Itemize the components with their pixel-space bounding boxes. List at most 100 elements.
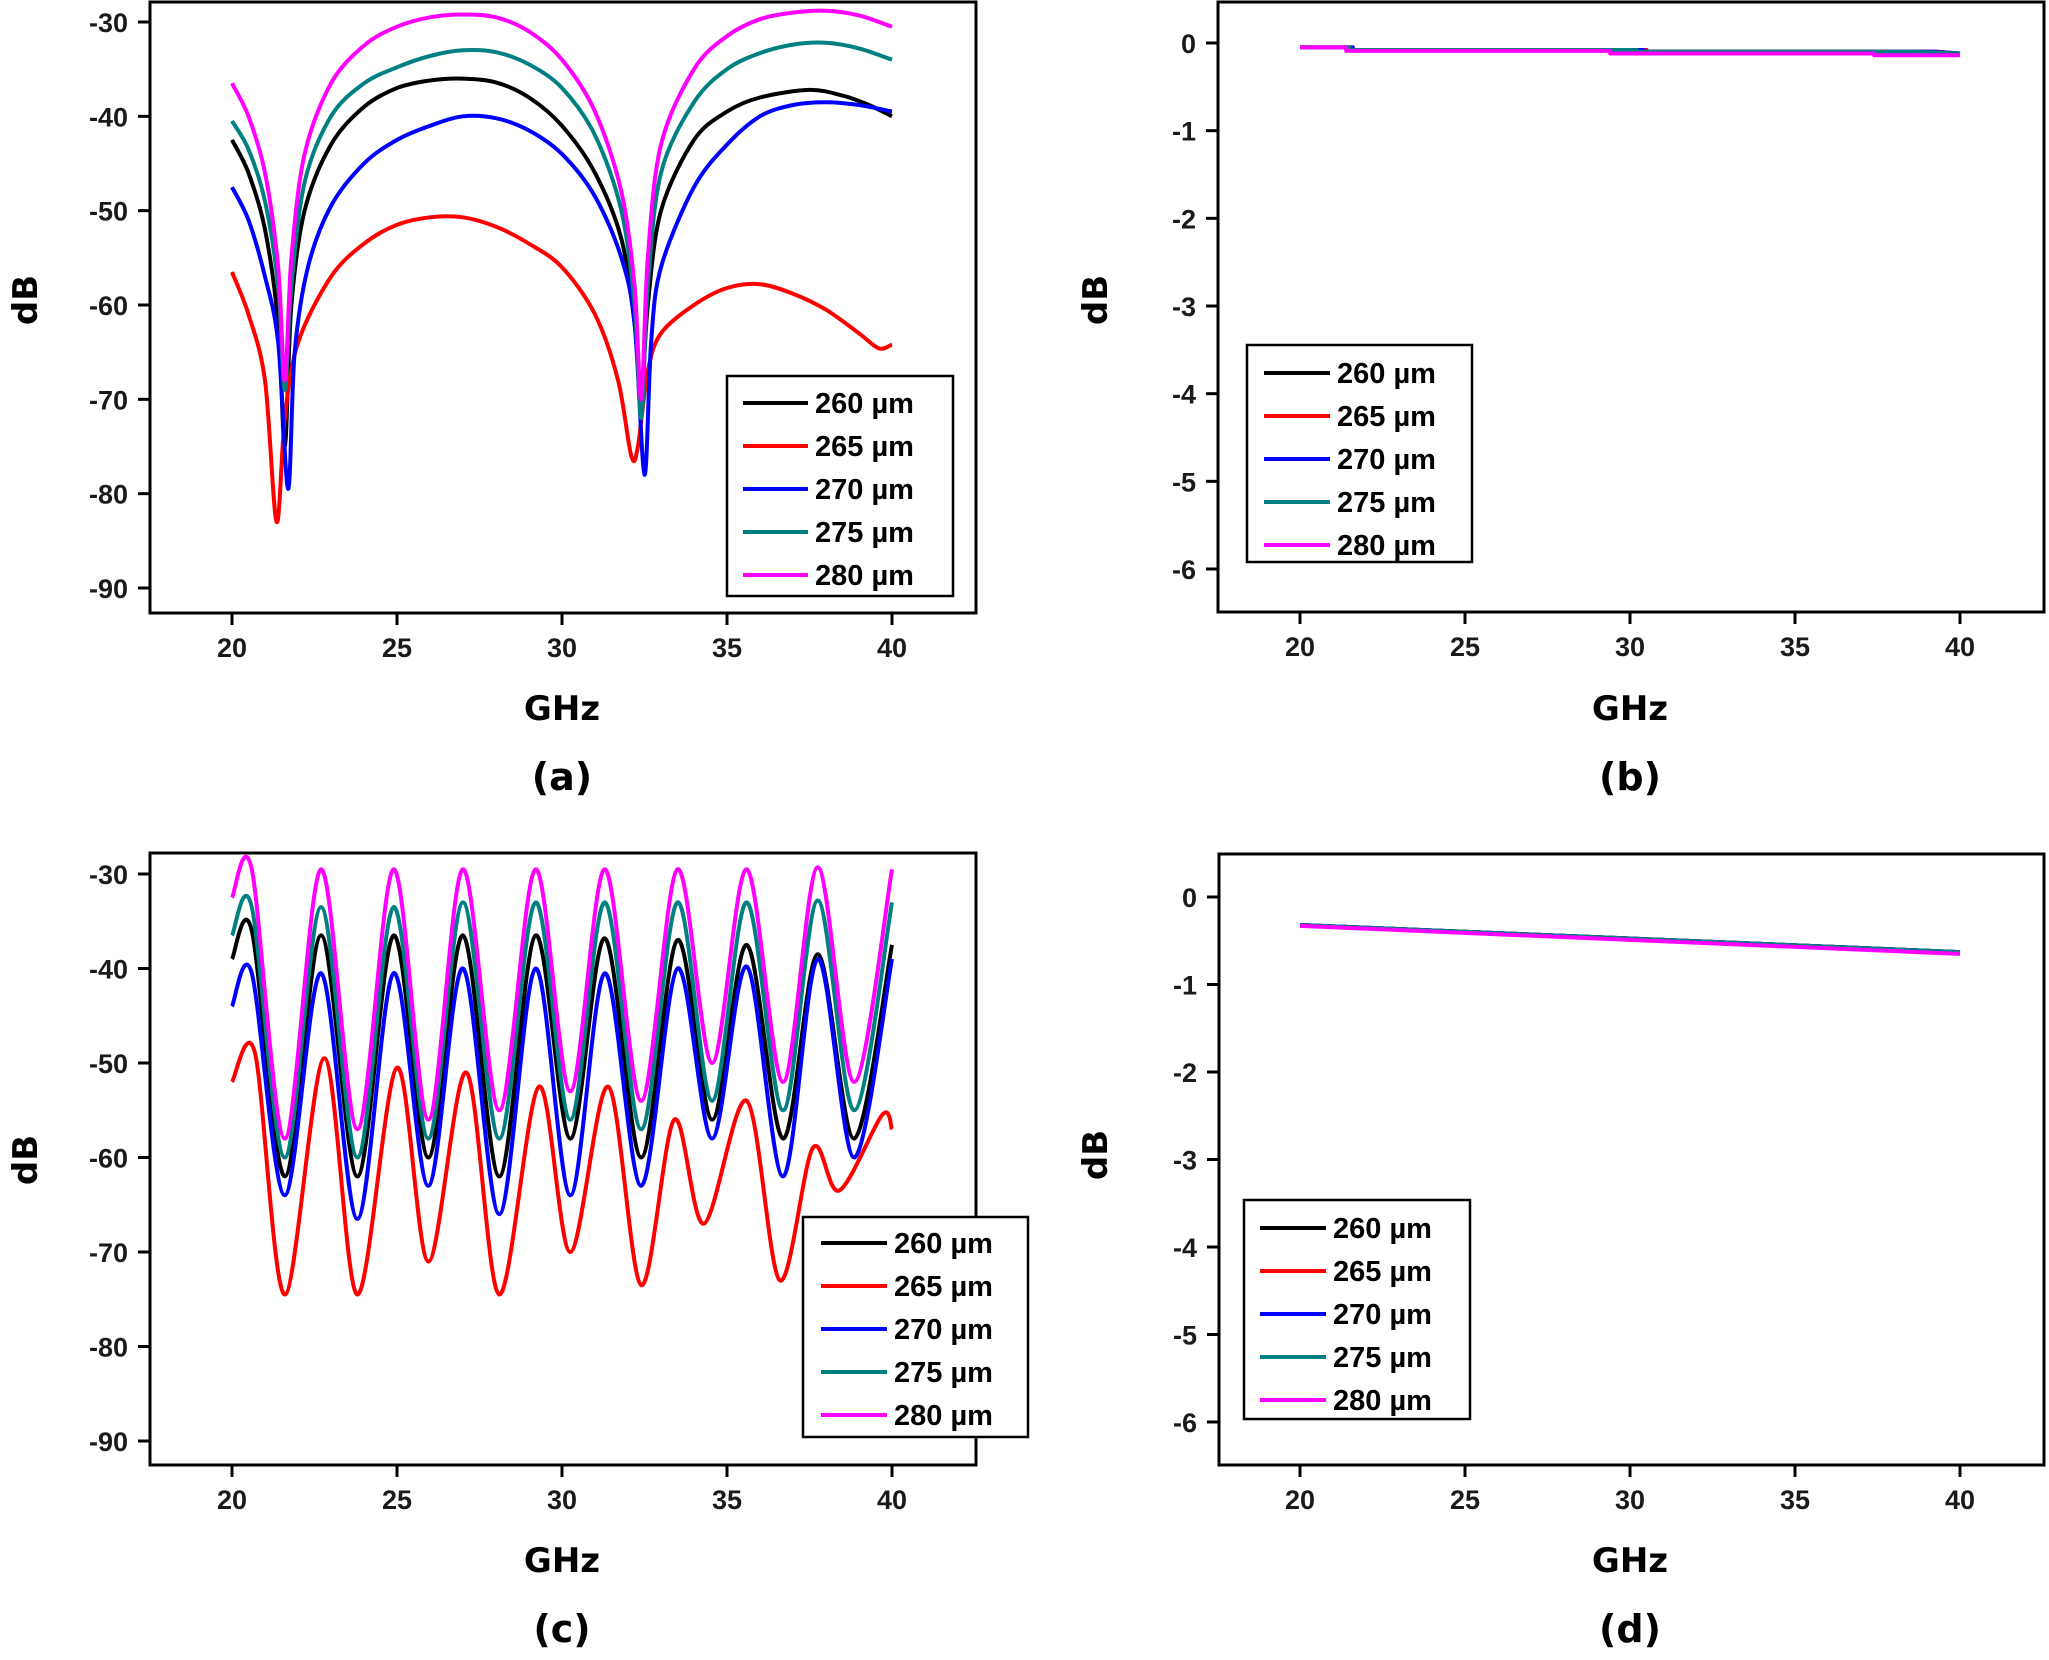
legend-label: 270 µm [894, 1314, 993, 1346]
x-tick-label: 25 [382, 1485, 412, 1515]
panel-d-chart: 20 25 30 35 40 0 -1 -2 -3 -4 -5 -6 GHz dB (d) 260 µm 265… [1076, 852, 2046, 1651]
legend-label: 260 µm [1333, 1213, 1432, 1245]
y-tick-label: -2 [1173, 1058, 1197, 1088]
y-tick-label: -5 [1173, 1321, 1197, 1351]
series-line-275um [1300, 45, 1961, 56]
y-tick-label: -50 [89, 1049, 128, 1079]
x-tick-label: 25 [382, 633, 412, 663]
series-line-280um [230, 855, 894, 1141]
x-axis-title: GHz [524, 1541, 600, 1581]
legend-box [1245, 343, 1474, 564]
y-tick-label: -90 [89, 574, 128, 604]
y-tick-label: -60 [89, 291, 128, 321]
x-tick-label: 40 [1945, 1485, 1975, 1515]
y-tick-label: -90 [89, 1427, 128, 1457]
x-tick-label: 30 [1615, 632, 1645, 662]
panel-b-chart: 20 25 30 35 40 0 -1 -2 -3 -4 -5 -6 GHz dB (b) 260 µm 265… [1076, 0, 2046, 799]
y-tick-label: -40 [89, 102, 128, 132]
series-line-280um [1300, 45, 1960, 58]
y-tick-label: -2 [1172, 204, 1196, 234]
series-group [230, 8, 893, 525]
series-group [1299, 923, 1961, 956]
legend: 260 µm 265 µm 270 µm 275 µm 280 µm [725, 374, 955, 598]
y-tick-label: 0 [1182, 883, 1197, 913]
x-tick-label: 25 [1450, 1485, 1480, 1515]
series-line-275um [230, 894, 894, 1160]
legend-box [1242, 1198, 1472, 1421]
legend-label: 275 µm [815, 517, 914, 549]
y-axis-title: dB [1076, 275, 1116, 325]
legend-label: 275 µm [1337, 487, 1436, 519]
y-axis-title: dB [6, 275, 46, 325]
y-tick-label: 0 [1181, 29, 1196, 59]
y-tick-label: -4 [1173, 1233, 1197, 1263]
x-tick-label: 35 [712, 1485, 742, 1515]
legend-label: 275 µm [894, 1357, 993, 1389]
legend-label: 275 µm [1333, 1342, 1432, 1374]
legend-label: 280 µm [815, 560, 914, 592]
x-tick-label: 20 [1285, 632, 1315, 662]
legend-label: 280 µm [894, 1400, 993, 1432]
x-axis-title: GHz [1592, 1541, 1668, 1581]
x-tick-label: 25 [1450, 632, 1480, 662]
legend-label: 280 µm [1333, 1385, 1432, 1417]
y-axis-title: dB [6, 1135, 46, 1185]
y-tick-label: -1 [1172, 117, 1196, 147]
y-tick-label: -80 [89, 1333, 128, 1363]
panel-label: (d) [1599, 1607, 1661, 1651]
x-axis-title: GHz [1592, 689, 1668, 729]
series-line-280um [1299, 923, 1961, 956]
x-tick-label: 40 [877, 633, 907, 663]
x-tick-label: 30 [1615, 1485, 1645, 1515]
x-tick-label: 30 [547, 633, 577, 663]
x-tick-label: 40 [1945, 632, 1975, 662]
legend-label: 280 µm [1337, 530, 1436, 562]
series-line-270um [230, 956, 894, 1221]
legend-label: 260 µm [894, 1228, 993, 1260]
series-line-275um [230, 40, 893, 421]
y-tick-label: -40 [89, 955, 128, 985]
legend-label: 265 µm [894, 1271, 993, 1303]
y-tick-label: -3 [1173, 1146, 1197, 1176]
panel-label: (b) [1599, 755, 1661, 799]
x-tick-label: 35 [1780, 1485, 1810, 1515]
y-tick-label: -30 [89, 8, 128, 38]
series-line-270um [230, 100, 893, 491]
x-tick-label: 35 [1780, 632, 1810, 662]
legend: 260 µm 265 µm 270 µm 275 µm 280 µm [1245, 343, 1474, 564]
legend-label: 260 µm [815, 388, 914, 420]
x-tick-label: 20 [217, 633, 247, 663]
y-tick-label: -50 [89, 197, 128, 227]
y-tick-label: -3 [1172, 292, 1196, 322]
x-tick-label: 35 [712, 633, 742, 663]
legend-box [725, 374, 955, 598]
panel-label: (a) [532, 755, 592, 799]
x-tick-label: 20 [217, 1485, 247, 1515]
legend-label: 265 µm [815, 431, 914, 463]
y-tick-label: -60 [89, 1144, 128, 1174]
legend-label: 270 µm [1333, 1299, 1432, 1331]
x-axis-title: GHz [524, 689, 600, 729]
legend-label: 260 µm [1337, 358, 1436, 390]
legend-label: 270 µm [815, 474, 914, 506]
legend-label: 265 µm [1333, 1256, 1432, 1288]
y-tick-label: -70 [89, 385, 128, 415]
y-tick-label: -5 [1172, 467, 1196, 497]
y-tick-label: -6 [1172, 555, 1196, 585]
x-tick-label: 30 [547, 1485, 577, 1515]
series-line-265um [230, 1040, 894, 1297]
panel-a-chart: 20 25 30 35 40 -30 -40 -50 -60 -70 -80 -90 GHz dB (a) 2… [6, 0, 978, 799]
y-tick-label: -30 [89, 860, 128, 890]
series-line-260um [230, 918, 894, 1179]
x-tick-label: 20 [1285, 1485, 1315, 1515]
panel-c-chart: 20 25 30 35 40 -30 -40 -50 -60 -70 -80 -90 GHz dB (c) 2… [6, 851, 1030, 1651]
panel-label: (c) [533, 1607, 590, 1651]
y-tick-label: -6 [1173, 1408, 1197, 1438]
y-tick-label: -4 [1172, 380, 1196, 410]
series-line-280um [230, 8, 893, 402]
legend: 260 µm 265 µm 270 µm 275 µm 280 µm [801, 1215, 1030, 1439]
y-tick-label: -80 [89, 480, 128, 510]
y-axis-title: dB [1076, 1130, 1116, 1180]
legend: 260 µm 265 µm 270 µm 275 µm 280 µm [1242, 1198, 1472, 1421]
